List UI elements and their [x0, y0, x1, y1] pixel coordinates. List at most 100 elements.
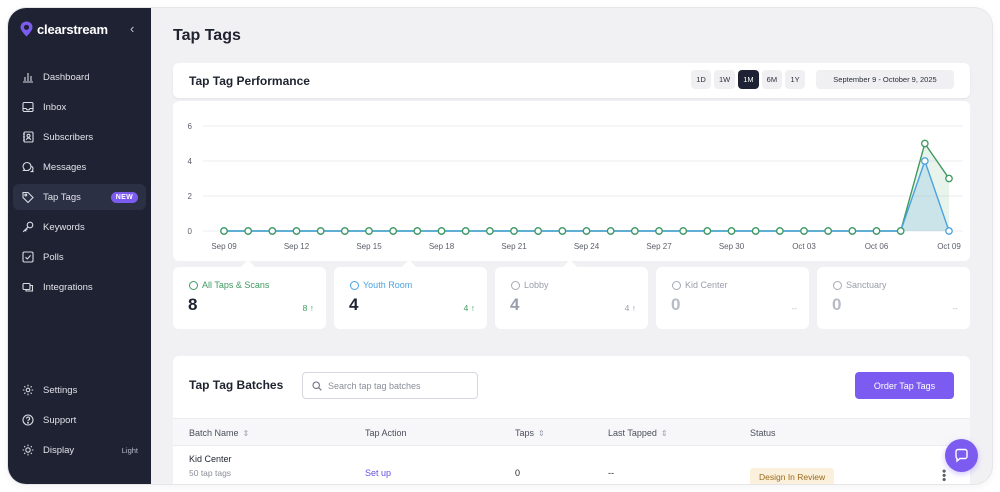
data-point — [558, 227, 567, 235]
sidebar-bottom-nav: Settings Support Display Light — [13, 377, 146, 467]
data-point — [606, 227, 615, 235]
stat-card-caret — [562, 259, 578, 275]
sidebar-nav: Dashboard Inbox Subscribers Messages Tap… — [13, 64, 146, 304]
x-tick-label: Oct 03 — [792, 242, 816, 251]
ring-icon — [350, 280, 359, 290]
sidebar-item-label: Display — [43, 444, 75, 456]
sidebar-item-label: Subscribers — [43, 131, 94, 143]
sidebar-item-subscribers[interactable]: Subscribers — [13, 124, 146, 150]
gear-icon — [22, 384, 34, 396]
brand[interactable]: clearstream — [20, 21, 108, 37]
sidebar-item-tap-tags[interactable]: Tap Tags NEW — [13, 184, 146, 210]
stat-delta: 8 ↑ — [302, 303, 314, 313]
series-line — [224, 141, 950, 232]
chat-button[interactable] — [945, 439, 978, 472]
x-tick-label: Sep 24 — [574, 242, 600, 251]
set-up-link[interactable]: Set up — [365, 468, 392, 478]
stat-delta: -- — [791, 303, 797, 313]
column-header-batch-name[interactable]: Batch Name ⇕ — [189, 428, 250, 438]
stat-label: Youth Room — [350, 280, 412, 290]
order-tap-tags-button[interactable]: Order Tap Tags — [855, 372, 954, 399]
sidebar-item-integrations[interactable]: Integrations — [13, 274, 146, 300]
x-tick-label: Oct 09 — [937, 242, 961, 251]
help-circle-icon — [22, 414, 34, 426]
data-point — [775, 227, 784, 235]
bar-chart-icon — [23, 73, 33, 83]
performance-title: Tap Tag Performance — [189, 74, 310, 88]
data-point — [244, 227, 253, 235]
data-point — [727, 227, 736, 235]
stat-value: 4 — [349, 295, 359, 314]
chat-bubbles-icon — [22, 161, 34, 173]
sun-icon — [22, 444, 34, 456]
data-point — [582, 227, 591, 235]
range-button-1d[interactable]: 1D — [691, 70, 711, 89]
stat-card-youth-room[interactable]: Youth Room 4 4 ↑ — [334, 259, 487, 329]
stat-card-all-taps[interactable]: All Taps & Scans 8 8 ↑ — [173, 259, 326, 329]
search-icon — [312, 380, 322, 391]
column-header-last-tapped[interactable]: Last Tapped ⇕ — [608, 428, 668, 438]
page-title: Tap Tags — [173, 27, 241, 44]
series-area — [224, 143, 949, 231]
sidebar-item-label: Settings — [43, 384, 78, 396]
data-point — [220, 227, 228, 235]
sidebar-item-support[interactable]: Support — [13, 407, 146, 433]
contacts-icon — [23, 131, 34, 143]
clearstream-logo-icon — [20, 21, 33, 37]
data-point — [751, 227, 760, 235]
performance-chart-card: 0 2 4 6 Sep 09 Sep 12 Sep 15 Sep 18 Sep 21 Sep 24… — [173, 101, 970, 261]
stat-delta: -- — [952, 303, 958, 313]
data-point — [485, 227, 494, 235]
integrations-icon — [22, 282, 34, 292]
more-options-icon[interactable]: ••• — [937, 469, 951, 482]
range-button-6m[interactable]: 6M — [761, 70, 783, 89]
range-button-1y[interactable]: 1Y — [785, 70, 806, 89]
chevron-left-icon[interactable]: ‹ — [130, 21, 135, 36]
date-range-picker[interactable]: September 9 - October 9, 2025 — [816, 70, 954, 89]
taps-count: 0 — [515, 468, 521, 478]
table-row[interactable]: Kid Center 50 tap tags Set up 0 -- Desig… — [173, 447, 970, 484]
sidebar-item-label: Integrations — [43, 281, 93, 293]
search-input[interactable] — [328, 380, 468, 391]
column-header-taps[interactable]: Taps ⇕ — [515, 428, 545, 438]
x-tick-label: Sep 09 — [211, 242, 237, 251]
performance-chart: 0 2 4 6 Sep 09 Sep 12 Sep 15 Sep 18 Sep 21 Sep 24… — [188, 122, 963, 251]
sidebar-item-keywords[interactable]: Keywords — [13, 214, 146, 240]
new-badge: NEW — [110, 191, 138, 203]
table-header: Batch Name ⇕ Tap Action Taps ⇕ Last Tapped… — [173, 418, 970, 446]
data-point — [920, 139, 929, 148]
data-point — [292, 227, 301, 235]
data-point — [630, 227, 639, 235]
sidebar-item-label: Keywords — [43, 221, 85, 233]
sidebar-item-display[interactable]: Display Light — [13, 437, 146, 463]
stat-label: Kid Center — [672, 280, 728, 290]
data-point — [920, 157, 929, 165]
data-point — [945, 227, 953, 235]
range-selector: 1D 1W 1M 6M 1Y — [691, 70, 806, 89]
data-point — [655, 227, 663, 235]
performance-header: Tap Tag Performance 1D 1W 1M 6M 1Y Septe… — [173, 63, 970, 98]
stat-card-lobby[interactable]: Lobby 4 4 ↑ — [495, 259, 648, 329]
data-point — [679, 227, 688, 235]
data-point — [800, 227, 808, 235]
sidebar-item-label: Messages — [43, 161, 87, 173]
sidebar-item-polls[interactable]: Polls — [13, 244, 146, 270]
x-tick-label: Sep 12 — [284, 242, 310, 251]
stat-card-sanctuary[interactable]: Sanctuary 0 -- — [817, 267, 970, 329]
stat-card-kid-center[interactable]: Kid Center 0 -- — [656, 267, 809, 329]
batch-tag-count: 50 tap tags — [189, 468, 232, 478]
sidebar-item-label: Support — [43, 414, 77, 426]
sidebar-item-dashboard[interactable]: Dashboard — [13, 64, 146, 90]
search-box[interactable] — [302, 372, 478, 399]
range-button-1w[interactable]: 1W — [714, 70, 736, 89]
data-point — [461, 227, 470, 235]
sidebar-item-settings[interactable]: Settings — [13, 377, 146, 403]
ring-icon — [672, 280, 681, 290]
tap-tag-batches-card: Tap Tag Batches Order Tap Tags Batch Nam… — [173, 356, 970, 484]
sidebar-item-inbox[interactable]: Inbox — [13, 94, 146, 120]
sidebar-item-messages[interactable]: Messages — [13, 154, 146, 180]
stat-label: All Taps & Scans — [189, 280, 269, 290]
range-button-1m[interactable]: 1M — [738, 70, 759, 89]
batch-name: Kid Center — [189, 454, 232, 464]
brand-name: clearstream — [37, 21, 108, 37]
